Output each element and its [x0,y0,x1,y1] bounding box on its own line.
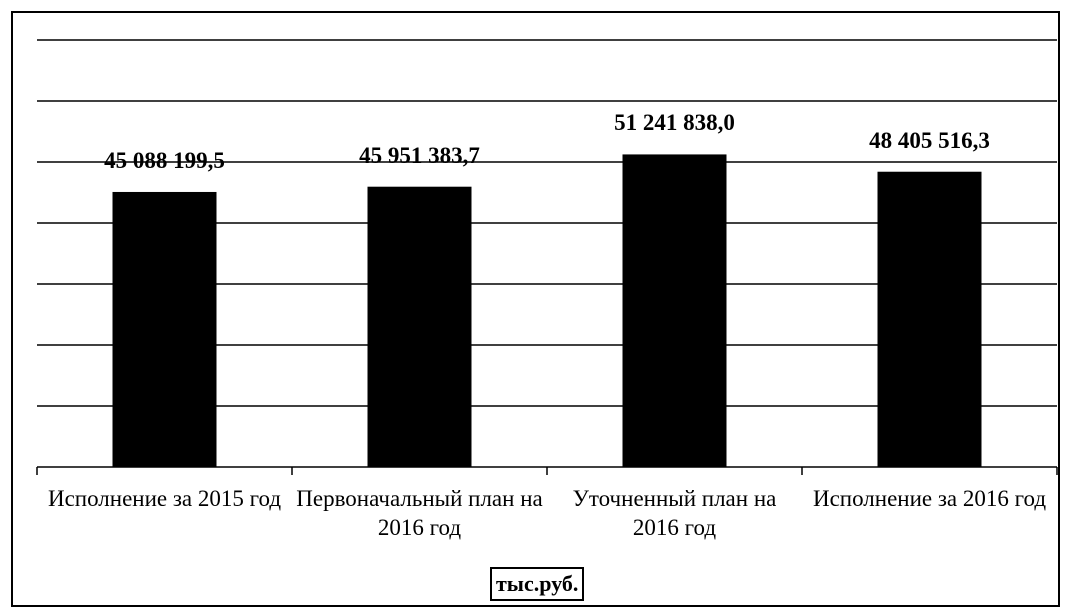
bar [877,171,982,467]
x-tick-label: Исполнение за 2015 год [47,486,282,511]
bar [367,186,472,467]
x-tick-label: Уточненный план на 2016 год [572,486,777,540]
chart-frame [11,11,1060,607]
bar [622,154,727,467]
x-tick-label: Исполнение за 2016 год [812,486,1047,511]
x-tick-label: Первоначальный план на 2016 год [296,486,543,540]
data-label: 51 241 838,0 [614,110,735,136]
data-label: 48 405 516,3 [869,127,990,153]
x-axis-label: тыс.руб. [490,567,585,601]
data-label: 45 951 383,7 [359,142,480,168]
bar [112,191,217,468]
data-label: 45 088 199,5 [104,147,225,173]
